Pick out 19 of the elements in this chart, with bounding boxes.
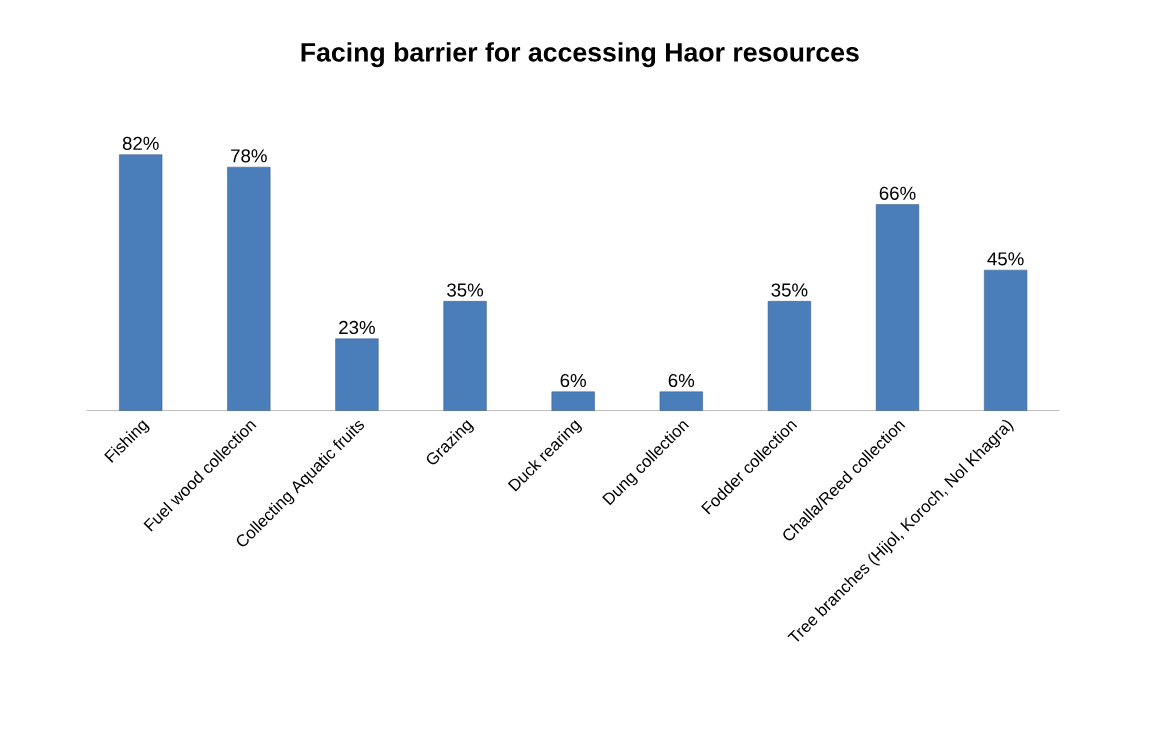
data-label: 6%	[668, 373, 695, 387]
data-label: 35%	[771, 283, 808, 297]
data-label: 78%	[231, 149, 267, 163]
data-label: 23%	[339, 320, 375, 334]
bar	[984, 269, 1028, 411]
bar	[659, 391, 703, 411]
data-label: 45%	[987, 252, 1024, 266]
bar	[227, 166, 271, 411]
data-label: 66%	[879, 186, 916, 200]
data-label: 6%	[560, 373, 586, 387]
bar	[551, 391, 595, 411]
data-label: 35%	[447, 283, 484, 297]
bar	[767, 300, 811, 411]
data-label: 82%	[122, 136, 159, 150]
bar	[443, 300, 487, 411]
chart-title: Facing barrier for accessing Haor resources	[301, 41, 859, 67]
bar	[875, 204, 920, 411]
bar	[335, 338, 379, 411]
bar	[119, 154, 163, 411]
